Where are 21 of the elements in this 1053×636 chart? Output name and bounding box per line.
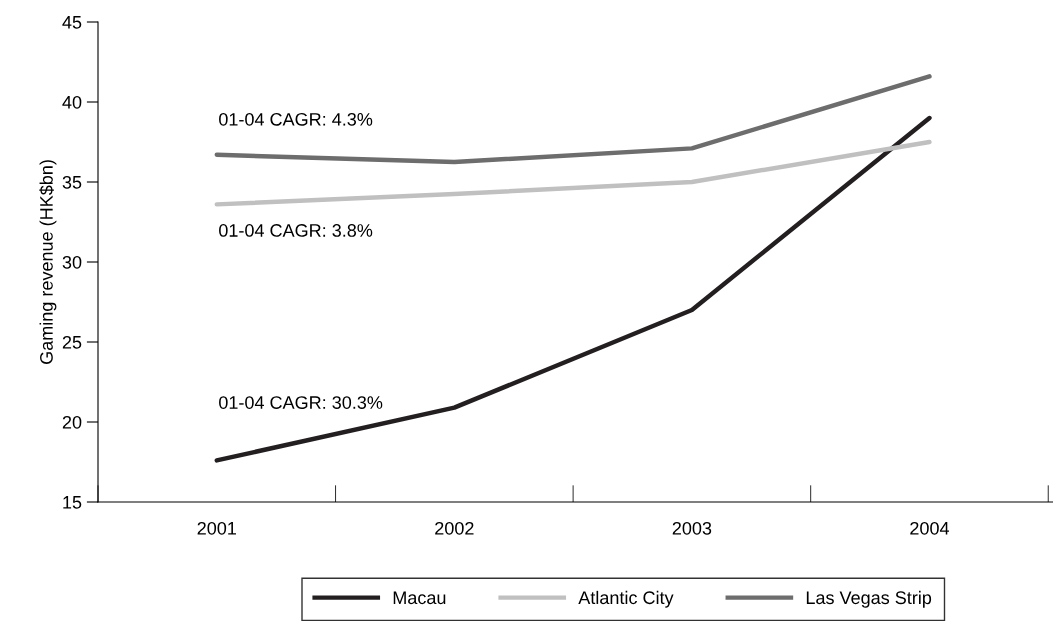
annotation: 01-04 CAGR: 4.3% <box>219 112 373 126</box>
x-tick-label: 2001 <box>197 521 236 535</box>
y-axis-title: Gaming revenue (HK$bn) <box>39 160 57 364</box>
y-tick-label: 25 <box>62 335 82 349</box>
line-series <box>214 139 932 207</box>
x-tick-label: 2004 <box>910 521 950 535</box>
y-tick-label: 20 <box>62 415 82 429</box>
y-tick-label: 40 <box>62 95 82 109</box>
y-tick-label: 45 <box>62 16 82 29</box>
x-tick-label: 2003 <box>672 521 712 535</box>
annotation: 01-04 CAGR: 3.8% <box>219 224 373 237</box>
line-series <box>214 115 932 463</box>
y-tick-label: 30 <box>62 255 82 269</box>
legend-label: Atlantic City <box>578 590 674 608</box>
legend-label: Las Vegas Strip <box>806 590 932 608</box>
annotation: 01-04 CAGR: 30.3% <box>219 396 383 409</box>
x-tick-label: 2002 <box>435 521 474 535</box>
line-series <box>214 74 932 165</box>
y-tick-label: 15 <box>63 496 82 509</box>
legend-label: Macau <box>393 591 446 605</box>
y-tick-label: 35 <box>62 175 82 189</box>
